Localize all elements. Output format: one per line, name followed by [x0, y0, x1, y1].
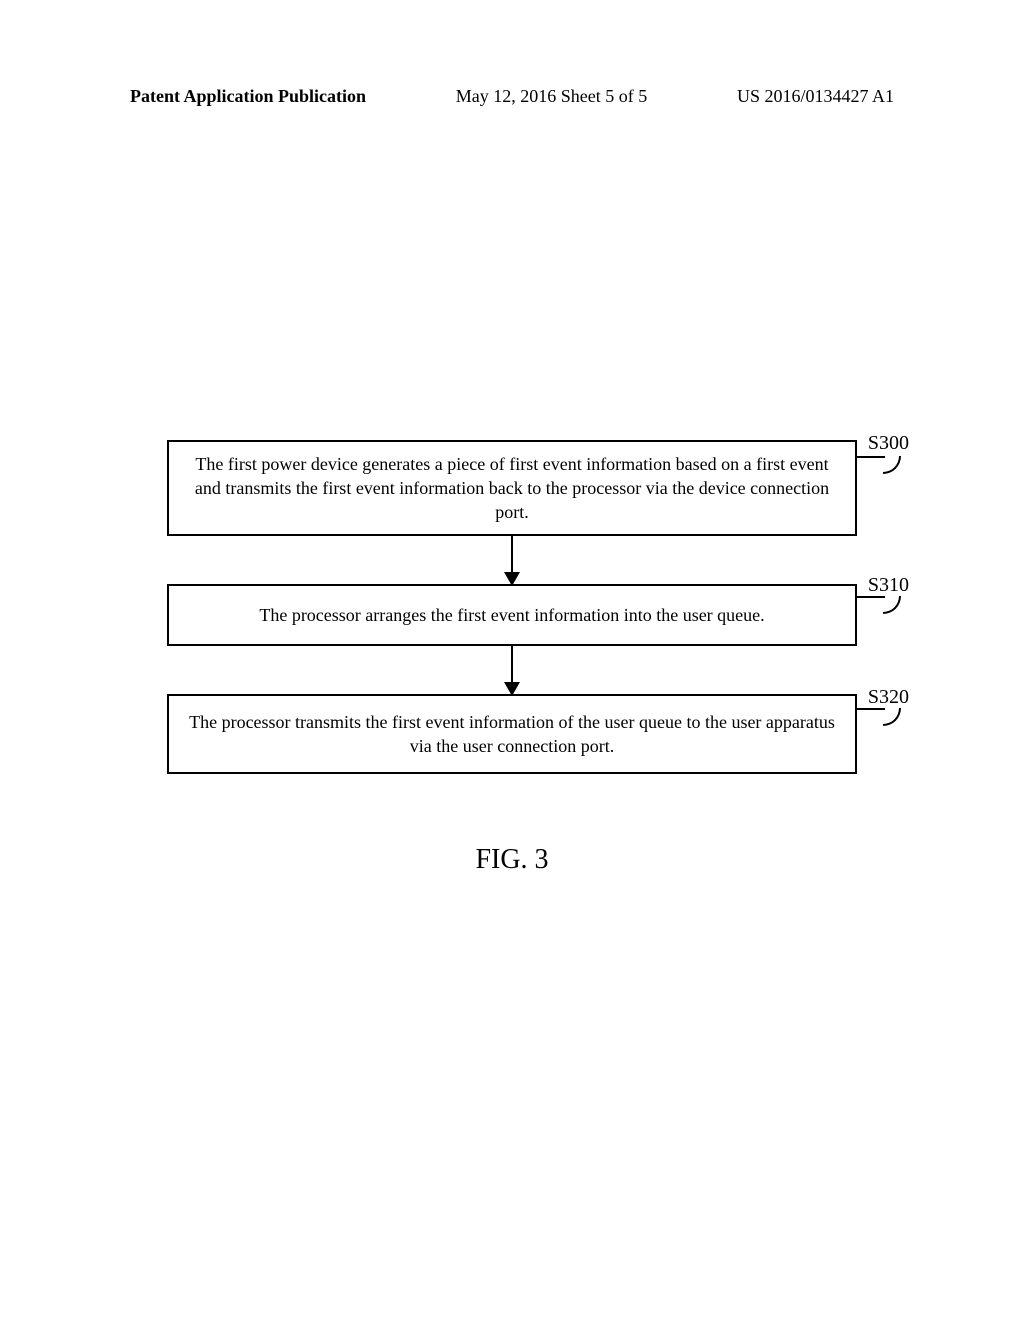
header-left: Patent Application Publication	[130, 86, 366, 107]
label-lead-curve	[883, 456, 901, 474]
page-header: Patent Application Publication May 12, 2…	[0, 86, 1024, 107]
flowchart: The first power device generates a piece…	[0, 440, 1024, 876]
flow-edge	[511, 536, 513, 584]
flow-node-label: S300	[868, 430, 909, 457]
header-right: US 2016/0134427 A1	[737, 86, 894, 107]
flow-node-text: The processor arranges the first event i…	[259, 603, 764, 627]
flow-node-label: S310	[868, 572, 909, 599]
flow-node-text: The first power device generates a piece…	[189, 452, 835, 525]
figure-caption: FIG. 3	[0, 844, 1024, 876]
flow-node-s320: The processor transmits the first event …	[167, 694, 857, 774]
flow-edge	[511, 646, 513, 694]
flow-node-s310: The processor arranges the first event i…	[167, 584, 857, 646]
header-center: May 12, 2016 Sheet 5 of 5	[456, 86, 647, 107]
flow-node-label: S320	[868, 684, 909, 711]
flow-node-s300: The first power device generates a piece…	[167, 440, 857, 536]
flow-node-text: The processor transmits the first event …	[189, 710, 835, 759]
